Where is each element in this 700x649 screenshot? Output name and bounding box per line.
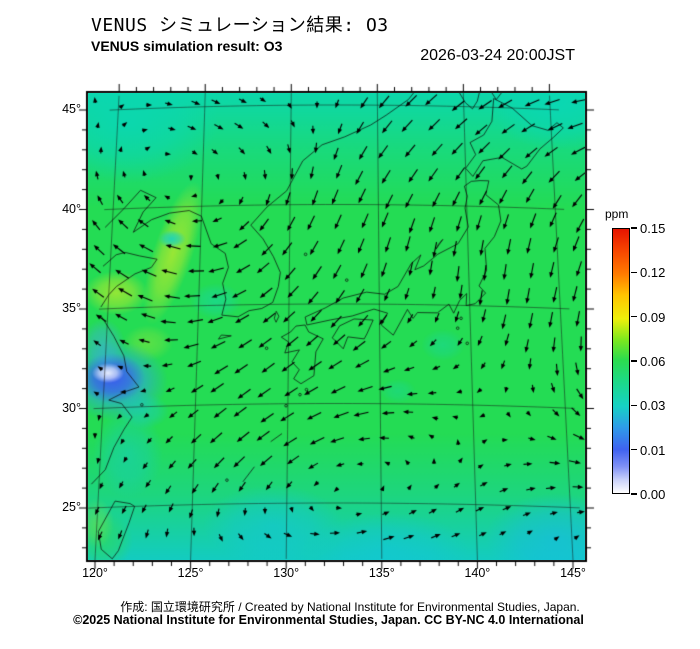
lat-tick-label: 25°	[62, 500, 81, 514]
colorbar-unit-label: ppm	[605, 207, 629, 221]
colorbar-tick-label: 0.03	[640, 398, 666, 414]
o3-heatmap-canvas	[88, 93, 585, 560]
colorbar-tick-label: 0.15	[640, 221, 666, 236]
colorbar-tick-label: 0.06	[640, 354, 666, 369]
colorbar-tick	[631, 360, 637, 362]
lon-tick-label: 130°	[273, 566, 300, 580]
license-line: ©2025 National Institute for Environment…	[73, 613, 584, 627]
page-title-japanese: VENUS シミュレーション結果: O3	[91, 15, 389, 36]
lat-tick-label: 30°	[62, 400, 81, 415]
lon-tick-label: 120°	[82, 566, 108, 580]
colorbar-tick-label: 0.12	[640, 265, 666, 281]
colorbar-tick	[631, 315, 637, 318]
lat-tick-label: 40°	[62, 201, 81, 216]
lon-tick-label: 145°	[560, 566, 586, 580]
colorbar-tick-label: 0.09	[640, 309, 666, 325]
colorbar-tick	[631, 404, 637, 407]
timestamp-label: 2026-03-24 20:00JST	[420, 47, 575, 64]
lon-tick-label: 125°	[177, 566, 204, 580]
lon-tick-label: 140°	[464, 566, 491, 580]
lon-tick-label: 135°	[368, 566, 395, 580]
colorbar-tick	[631, 493, 637, 495]
colorbar-gradient	[612, 228, 630, 494]
colorbar-tick	[631, 448, 637, 451]
colorbar-tick-label: 0.00	[640, 487, 666, 502]
colorbar-tick-label: 0.01	[640, 442, 666, 458]
lat-tick-label: 35°	[62, 301, 81, 315]
colorbar-tick	[631, 271, 637, 274]
credit-line: 作成: 国立環境研究所 / Created by National Instit…	[120, 600, 580, 614]
colorbar-tick	[631, 227, 637, 229]
lat-tick-label: 45°	[62, 102, 81, 116]
page-title-english: VENUS simulation result: O3	[91, 38, 283, 54]
